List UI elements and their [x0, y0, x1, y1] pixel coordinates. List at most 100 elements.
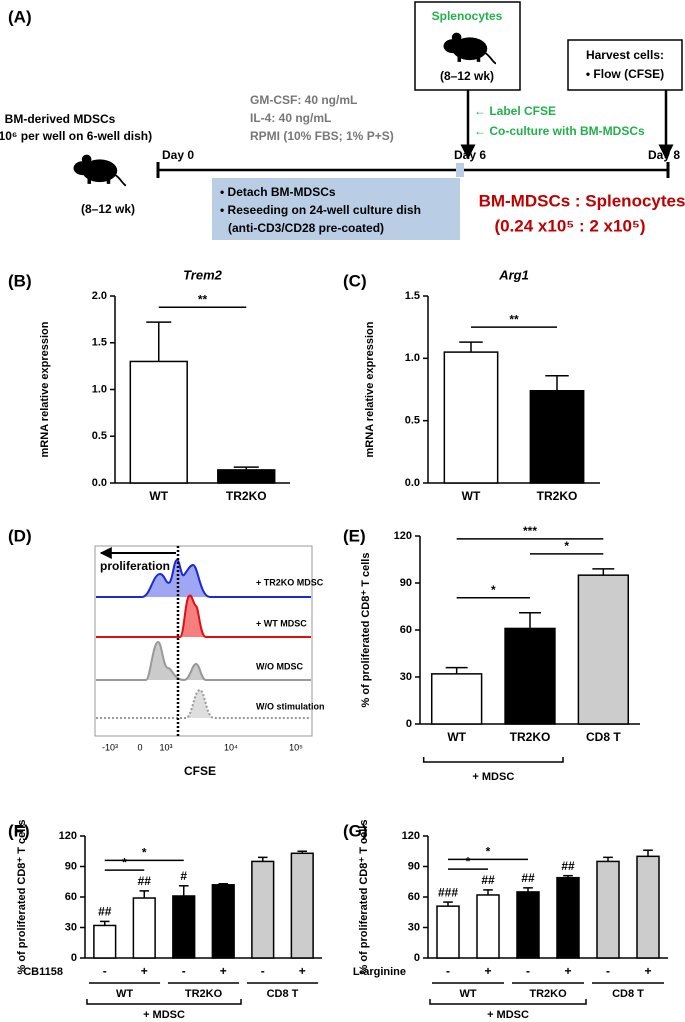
panel-label: (C): [343, 271, 367, 290]
bracket-label: + MDSC: [472, 771, 514, 783]
ratio-title: BM-MDSCs : Splenocytes: [479, 191, 685, 210]
y-tick-label: 30: [400, 671, 412, 683]
y-axis-label: % of proliferated CD8⁺ T cells: [16, 820, 28, 975]
splenocyte-title: Splenocytes: [432, 9, 503, 23]
sample-label: + WT MDSC: [256, 618, 307, 628]
y-tick-label: 0.0: [405, 477, 420, 489]
significance-label: *: [564, 539, 569, 553]
ratio-value: (0.24 x10⁵ : 2 x10⁵): [494, 216, 645, 235]
x-tick-label: -10³: [102, 742, 118, 752]
panel-label: (E): [343, 526, 366, 545]
annotation: ##: [98, 905, 112, 919]
plot-frame: [94, 545, 313, 737]
significance-label: *: [491, 583, 496, 597]
bracket-label: + MDSC: [487, 1009, 529, 1021]
group-label: WT: [116, 988, 133, 1000]
bar: [132, 897, 156, 959]
x-tick-label: CD8 T: [586, 730, 621, 744]
y-tick-label: 0: [414, 952, 420, 964]
panel-label: (G): [343, 821, 368, 840]
panel-a: (A) Splenocytes (8–12 wk) Harvest cells:…: [0, 1, 685, 240]
significance-label: **: [198, 292, 208, 306]
y-axis-label: % of proliferated CD8⁺ T cells: [358, 820, 370, 975]
annotation: ##: [521, 871, 535, 885]
y-tick-label: 60: [400, 624, 412, 636]
chart-title: Arg1: [498, 267, 529, 282]
bar: [636, 855, 660, 959]
y-tick-label: 90: [65, 860, 77, 872]
chart-title: Trem2: [183, 267, 223, 282]
day: Day 8: [648, 148, 680, 162]
harvest-item: • Flow (CFSE): [586, 67, 664, 81]
sample-label: + TR2KO MDSC: [256, 577, 324, 587]
x-sign-label: -: [182, 964, 186, 978]
group-label: CD8 T: [267, 988, 299, 1000]
y-tick-label: 30: [408, 921, 420, 933]
reseed-text: • Detach BM-MDSCs: [220, 185, 336, 199]
histogram: [96, 688, 311, 719]
x-sign-label: +: [564, 964, 571, 978]
y-tick-label: 90: [408, 860, 420, 872]
x-axis-label: L-arginine: [353, 966, 406, 978]
histogram: [96, 594, 311, 638]
bar: [93, 924, 117, 959]
annotation: ##: [138, 874, 152, 888]
annotation: ##: [481, 873, 495, 887]
y-tick-label: 1.5: [92, 337, 107, 349]
x-sign-label: +: [644, 964, 651, 978]
x-axis-label: CFSE: [184, 764, 216, 778]
significance-label: *: [466, 854, 471, 868]
day: Day 0: [162, 148, 194, 162]
mdsc-detail: (1.5 x10⁶ per well on 6-well dish): [0, 129, 152, 143]
group-label: TR2KO: [185, 988, 223, 1000]
panel-d: (D) proliferation + TR2KO MDSC + WT MDSC…: [8, 526, 325, 778]
x-sign-label: +: [141, 964, 148, 978]
x-sign-label: -: [606, 964, 610, 978]
x-sign-label: +: [220, 964, 227, 978]
x-tick-label: 0: [137, 742, 142, 752]
bar: [217, 469, 276, 484]
marker: [456, 163, 464, 177]
bracket: [86, 999, 242, 1005]
x-sign-label: -: [526, 964, 530, 978]
bar: [596, 860, 620, 959]
bar: [556, 876, 580, 959]
y-axis-label: mRNA relative expression: [364, 321, 376, 457]
bar: [443, 351, 499, 484]
significance-label: *: [486, 845, 491, 859]
significance-label: ***: [523, 524, 537, 538]
significance-label: *: [122, 855, 127, 869]
reseed-box: [212, 178, 460, 240]
x-tick-label: TR2KO: [226, 489, 267, 503]
y-tick-label: 1.0: [92, 383, 107, 395]
y-tick-label: 120: [59, 830, 77, 842]
x-sign-label: -: [446, 964, 450, 978]
reseed-text: (anti-CD3/CD28 pre-coated): [228, 221, 384, 235]
x-sign-label: -: [261, 964, 265, 978]
y-tick-label: 0.0: [92, 477, 107, 489]
x-sign-label: +: [299, 964, 306, 978]
bar: [251, 860, 275, 959]
bar: [290, 852, 314, 959]
significance-label: *: [142, 846, 147, 860]
bar: [430, 673, 483, 725]
x-sign-label: -: [103, 964, 107, 978]
bar: [129, 360, 188, 484]
panel-label: (B): [8, 271, 32, 290]
y-tick-label: 30: [65, 921, 77, 933]
sample-label: W/O MDSC: [256, 661, 303, 671]
bar: [529, 389, 585, 484]
bracket: [422, 757, 564, 763]
panel-label: (F): [8, 821, 30, 840]
reseed-text: • Reseeding on 24-well culture dish: [220, 203, 421, 217]
y-axis-label: mRNA relative expression: [39, 321, 51, 457]
mdsc-title: BM-derived MDSCs: [5, 112, 116, 126]
group-label: WT: [459, 988, 476, 1000]
y-tick-label: 0.5: [405, 415, 420, 427]
harvest-title: Harvest cells:: [586, 48, 664, 62]
x-tick-label: WT: [149, 489, 168, 503]
bracket-label: + MDSC: [143, 1009, 185, 1021]
panel-label: (D): [8, 526, 32, 545]
x-tick-label: TR2KO: [537, 489, 578, 503]
x-tick-label: TR2KO: [510, 730, 551, 744]
